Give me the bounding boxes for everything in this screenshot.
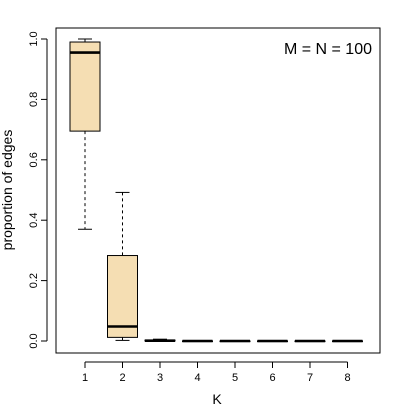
x-tick-label: 4 <box>194 372 200 384</box>
x-tick-label: 1 <box>82 372 88 384</box>
y-tick-label: 0.8 <box>28 92 40 107</box>
y-tick-label: 1.0 <box>28 31 40 46</box>
box-iqr <box>69 41 101 132</box>
box-6 <box>257 339 288 343</box>
box-3 <box>144 338 176 342</box>
plot-frame <box>55 27 381 354</box>
x-tick-label: 7 <box>307 372 313 384</box>
chart-annotation: M = N = 100 <box>284 41 372 58</box>
y-axis: 0.0 0.2 0.4 0.6 0.8 1.0 <box>28 31 48 349</box>
box-8 <box>332 339 363 343</box>
box-4 <box>182 339 213 343</box>
box-iqr <box>107 255 138 338</box>
x-tick-label: 2 <box>119 372 125 384</box>
y-tick-label: 0.4 <box>28 213 40 228</box>
box-5 <box>219 339 251 343</box>
y-axis-title: proportion of edges <box>0 130 15 251</box>
boxes-layer <box>69 38 363 343</box>
box-7 <box>294 339 326 343</box>
y-tick-label: 0.6 <box>28 152 40 167</box>
x-tick-label: 5 <box>232 372 238 384</box>
box-2 <box>107 191 138 341</box>
x-tick-label: 3 <box>157 372 163 384</box>
x-axis: 1 2 3 4 5 6 7 8 <box>82 361 351 384</box>
x-axis-title: K <box>212 391 222 407</box>
x-tick-label: 6 <box>269 372 275 384</box>
y-tick-label: 0.0 <box>28 333 40 348</box>
x-tick-label: 8 <box>344 372 350 384</box>
box-1 <box>69 38 101 230</box>
y-tick-label: 0.2 <box>28 273 40 288</box>
